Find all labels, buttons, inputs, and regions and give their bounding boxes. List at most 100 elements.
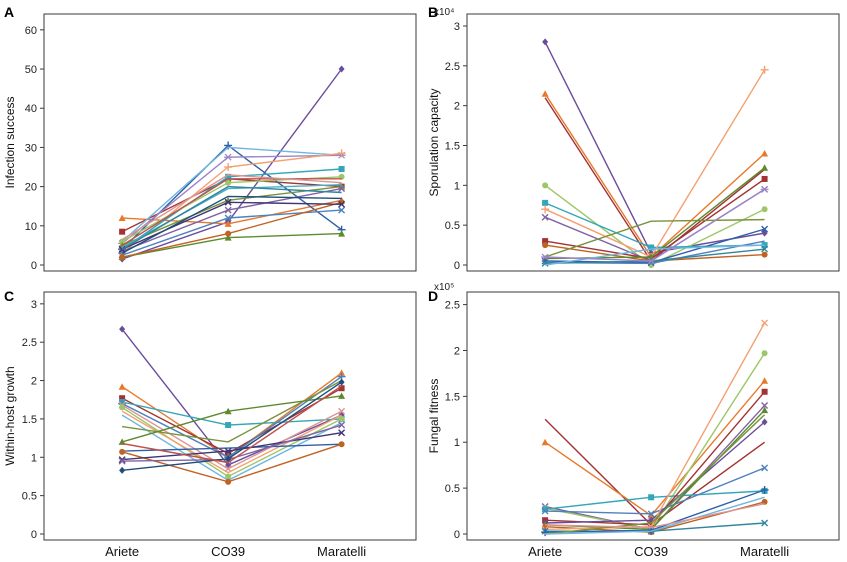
y-tick-label: 1.5 [22, 414, 37, 426]
data-point-marker [118, 383, 126, 390]
y-ticks: 0 0.5 1 1.5 2 2.5 3 [22, 299, 44, 541]
y-axis-title: Within-host growth [3, 366, 17, 465]
data-point-marker [338, 378, 345, 386]
data-point-marker [338, 185, 346, 193]
series-line [544, 380, 766, 517]
data-point-marker [761, 402, 769, 410]
data-point-marker [541, 259, 549, 267]
data-point-marker [338, 407, 346, 415]
series-line [544, 69, 766, 258]
data-point-marker [224, 163, 233, 172]
data-point-marker [761, 519, 769, 527]
series-line [544, 93, 766, 259]
x-category-labels: Ariete CO39 Maratelli Ariete CO39 Maratelli [105, 544, 789, 559]
data-point-marker [541, 90, 549, 97]
panel-d: D x10⁵ Fungal fitness 0 0.5 1 1.5 2 2.5 [427, 282, 840, 541]
panel-letter: B [428, 4, 438, 20]
data-point-marker [761, 206, 768, 213]
y-tick-label: 1.5 [445, 140, 460, 152]
data-point-marker [761, 418, 768, 426]
data-point-marker [760, 65, 769, 74]
y-tick-label: 0.5 [445, 483, 460, 495]
x-category-label: CO39 [634, 544, 668, 559]
data-point-marker [224, 407, 232, 415]
data-point-marker [225, 455, 232, 463]
data-point-marker [761, 350, 768, 357]
x-category-label: Ariete [105, 544, 139, 559]
series-group [541, 38, 769, 268]
y-tick-label: 2 [454, 345, 460, 357]
x-category-label: Maratelli [317, 544, 366, 559]
y-axis-title: Fungal fitness [427, 379, 441, 454]
data-point-marker [225, 478, 232, 485]
data-point-marker [648, 494, 655, 501]
y-tick-label: 0 [31, 260, 37, 272]
y-tick-label: 1 [454, 437, 460, 449]
y-tick-label: 1 [31, 452, 37, 464]
y-ticks: 0 10 20 30 40 50 60 [25, 25, 44, 272]
plot-frame [466, 291, 840, 541]
data-point-marker [761, 388, 768, 395]
data-point-marker [338, 230, 346, 237]
data-point-marker [761, 406, 769, 414]
y-axis-title: Sporulation capacity [427, 88, 441, 196]
data-point-marker [761, 377, 769, 384]
plot-frame [43, 13, 417, 272]
panel-letter: A [4, 4, 14, 20]
data-point-marker [224, 220, 232, 227]
y-multiplier: x10⁵ [434, 282, 454, 293]
data-point-marker [119, 466, 126, 474]
panel-c: C Within-host growth 0 0.5 1 1.5 2 2.5 3 [3, 288, 417, 541]
data-point-marker [542, 506, 549, 513]
data-point-marker [647, 257, 656, 265]
data-point-marker [648, 244, 655, 251]
y-tick-label: 0.5 [445, 220, 460, 232]
data-point-marker [118, 457, 126, 465]
y-tick-label: 1 [454, 180, 460, 192]
y-tick-label: 2 [454, 101, 460, 113]
series-line [544, 418, 766, 526]
data-point-marker [119, 325, 126, 333]
data-point-marker [338, 441, 345, 448]
series-line [121, 146, 342, 243]
data-point-marker [338, 392, 346, 399]
y-tick-label: 40 [25, 103, 37, 115]
y-ticks: 0 0.5 1 1.5 2 2.5 [445, 300, 467, 541]
data-point-marker [224, 214, 232, 222]
y-tick-label: 2.5 [445, 300, 460, 312]
y-tick-label: 3 [454, 21, 460, 33]
data-point-marker [541, 438, 549, 446]
data-point-marker [338, 65, 345, 73]
series-group [118, 325, 346, 485]
y-tick-label: 30 [25, 142, 37, 154]
data-point-marker [225, 179, 232, 186]
data-point-marker [338, 369, 346, 376]
y-multiplier: x10⁴ [434, 7, 454, 18]
data-point-marker [761, 251, 768, 258]
data-point-marker [338, 165, 345, 172]
data-point-marker [761, 149, 769, 157]
data-point-marker [119, 404, 126, 411]
data-point-marker [225, 230, 232, 237]
y-tick-label: 2.5 [22, 337, 37, 349]
data-point-marker [119, 238, 126, 245]
series-line [121, 232, 342, 258]
plot-frame [43, 291, 417, 541]
data-point-marker [225, 173, 232, 180]
series-line [545, 496, 765, 535]
data-point-marker [224, 206, 232, 214]
data-point-marker [119, 228, 126, 235]
series-line [121, 385, 342, 464]
data-point-marker [224, 153, 233, 161]
y-tick-label: 0 [454, 529, 460, 541]
data-point-marker [224, 447, 232, 455]
data-point-marker [541, 213, 549, 221]
panel-letter: C [4, 288, 14, 304]
series-line [121, 195, 342, 254]
data-point-marker [647, 512, 655, 519]
data-point-marker [542, 38, 549, 46]
panel-a: A Infection success 0 10 20 30 40 50 60 [3, 4, 417, 272]
data-point-marker [542, 199, 549, 206]
series-line [545, 167, 766, 260]
data-point-marker [119, 254, 126, 261]
